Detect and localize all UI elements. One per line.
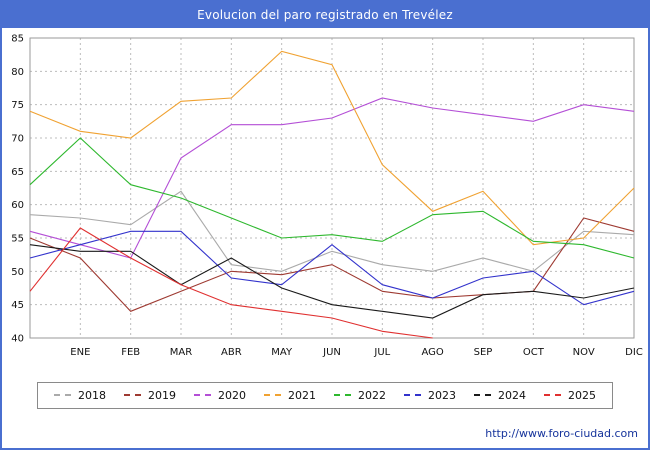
legend-swatch-2021 <box>264 394 281 396</box>
legend-swatch-2024 <box>474 394 491 396</box>
legend-item-2023: 2023 <box>404 389 456 402</box>
y-tick-label: 40 <box>11 334 24 345</box>
x-tick-label: MAR <box>170 347 192 358</box>
y-tick-label: 85 <box>11 34 24 45</box>
legend-label: 2019 <box>148 388 176 402</box>
legend-swatch-2019 <box>124 394 141 396</box>
legend-item-2024: 2024 <box>474 389 526 402</box>
series-line-2019 <box>29 217 635 312</box>
legend-swatch-2023 <box>404 394 421 396</box>
x-tick-label: AGO <box>422 347 444 358</box>
legend-label: 2024 <box>498 388 526 402</box>
y-tick-label: 80 <box>11 67 24 78</box>
y-tick-label: 65 <box>11 167 24 178</box>
x-tick-label: ENE <box>70 347 90 358</box>
x-tick-label: DIC <box>625 347 643 358</box>
series-line-2025 <box>29 227 433 339</box>
y-tick-label: 55 <box>11 234 24 245</box>
legend-swatch-2022 <box>334 394 351 396</box>
legend-item-2022: 2022 <box>334 389 386 402</box>
legend-row: 2018 2019 2020 2021 2022 2023 2024 2025 <box>2 372 648 418</box>
legend-item-2025: 2025 <box>544 389 596 402</box>
chart-title: Evolucion del paro registrado en Trevéle… <box>2 2 648 28</box>
x-tick-label: JUN <box>322 347 341 358</box>
x-tick-label: MAY <box>271 347 293 358</box>
x-tick-label: OCT <box>523 347 545 358</box>
x-tick-label: FEB <box>121 347 140 358</box>
y-tick-label: 50 <box>11 267 24 278</box>
legend-label: 2021 <box>288 388 316 402</box>
x-tick-label: ABR <box>221 347 242 358</box>
legend-swatch-2025 <box>544 394 561 396</box>
line-chart: 40 45 50 55 60 65 70 75 80 85 ENE FEB MAR ABR MAY JUN JU… <box>11 34 643 359</box>
x-tick-label: NOV <box>573 347 595 358</box>
y-tick-label: 75 <box>11 100 24 111</box>
legend-item-2019: 2019 <box>124 389 176 402</box>
legend-item-2021: 2021 <box>264 389 316 402</box>
series-line-2023 <box>29 230 635 306</box>
legend-label: 2022 <box>358 388 386 402</box>
footer: http://www.foro-ciudad.com <box>2 418 648 448</box>
plot-area: 40 45 50 55 60 65 70 75 80 85 ENE FEB MAR ABR MAY JUN JU… <box>2 28 648 372</box>
legend: 2018 2019 2020 2021 2022 2023 2024 2025 <box>37 381 613 409</box>
y-tick-label: 70 <box>11 134 24 145</box>
x-tick-label: SEP <box>474 347 493 358</box>
x-tick-label: JUL <box>373 347 390 358</box>
series-line-2024 <box>29 244 635 319</box>
legend-swatch-2020 <box>194 394 211 396</box>
legend-item-2020: 2020 <box>194 389 246 402</box>
legend-label: 2025 <box>568 388 596 402</box>
legend-label: 2018 <box>78 388 106 402</box>
legend-label: 2020 <box>218 388 246 402</box>
series-line-2022 <box>29 137 635 259</box>
y-tick-label: 45 <box>11 300 24 311</box>
footer-link[interactable]: http://www.foro-ciudad.com <box>485 426 638 440</box>
legend-swatch-2018 <box>54 394 71 396</box>
y-tick-label: 60 <box>11 200 24 211</box>
legend-item-2018: 2018 <box>54 389 106 402</box>
legend-label: 2023 <box>428 388 456 402</box>
series-line-2021 <box>29 50 635 246</box>
